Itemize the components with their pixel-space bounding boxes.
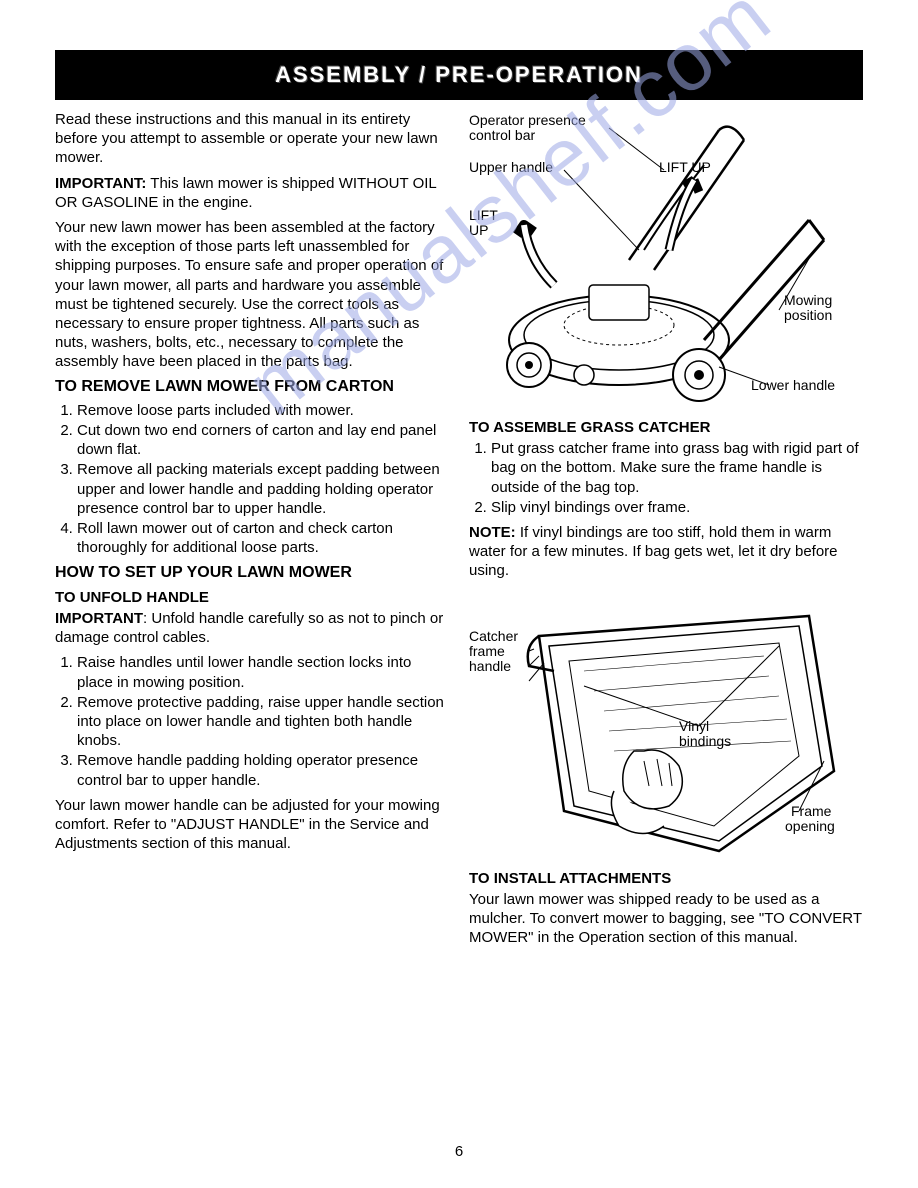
label-control-bar: control bar — [469, 127, 535, 143]
label-liftup-1: LIFT UP — [659, 159, 711, 175]
important-label: IMPORTANT: — [55, 175, 146, 192]
heading-setup: HOW TO SET UP YOUR LAWN MOWER — [55, 563, 449, 583]
list-item: Slip vinyl bindings over frame. — [491, 498, 863, 517]
note-label: NOTE: — [469, 524, 516, 541]
intro-paragraph: Read these instructions and this manual … — [55, 110, 449, 168]
important-paragraph: IMPORTANT: This lawn mower is shipped WI… — [55, 174, 449, 212]
handle-adjust-paragraph: Your lawn mower handle can be adjusted f… — [55, 796, 449, 854]
unfold-list: Raise handles until lower handle section… — [55, 653, 449, 789]
label-frame-1: Frame — [791, 803, 832, 819]
heading-unfold: TO UNFOLD HANDLE — [55, 588, 449, 607]
label-catcher-3: handle — [469, 658, 511, 674]
list-item: Roll lawn mower out of carton and check … — [77, 519, 449, 557]
catcher-diagram-svg: Catcher frame handle Vinyl bindings Fram… — [469, 591, 849, 861]
label-frame-2: opening — [785, 818, 835, 834]
list-item: Put grass catcher frame into grass bag w… — [491, 439, 863, 497]
label-liftup-2a: LIFT — [469, 207, 498, 223]
list-item: Remove protective padding, raise upper h… — [77, 693, 449, 751]
list-item: Remove loose parts included with mower. — [77, 401, 449, 420]
unfold-important: IMPORTANT: Unfold handle carefully so as… — [55, 609, 449, 647]
install-paragraph: Your lawn mower was shipped ready to be … — [469, 890, 863, 948]
right-column: Operator presence control bar Upper hand… — [469, 110, 863, 953]
heading-grass-catcher: TO ASSEMBLE GRASS CATCHER — [469, 418, 863, 437]
label-catcher-2: frame — [469, 643, 505, 659]
label-mowing-2: position — [784, 307, 832, 323]
label-vinyl-2: bindings — [679, 733, 731, 749]
heading-install: TO INSTALL ATTACHMENTS — [469, 869, 863, 888]
note-text: If vinyl bindings are too stiff, hold th… — [469, 524, 838, 579]
note-paragraph: NOTE: If vinyl bindings are too stiff, h… — [469, 523, 863, 581]
label-upper-handle: Upper handle — [469, 159, 553, 175]
left-column: Read these instructions and this manual … — [55, 110, 449, 953]
manual-page: ASSEMBLY / PRE-OPERATION Read these inst… — [0, 0, 918, 973]
assembly-paragraph: Your new lawn mower has been assembled a… — [55, 218, 449, 372]
label-liftup-2b: UP — [469, 222, 488, 238]
label-lower-handle: Lower handle — [751, 377, 835, 393]
page-number: 6 — [0, 1143, 918, 1160]
section-banner: ASSEMBLY / PRE-OPERATION — [55, 50, 863, 100]
grass-list: Put grass catcher frame into grass bag w… — [469, 439, 863, 517]
label-mowing-1: Mowing — [784, 292, 832, 308]
list-item: Raise handles until lower handle section… — [77, 653, 449, 691]
mower-diagram-svg: Operator presence control bar Upper hand… — [469, 110, 849, 410]
mower-handle-diagram: Operator presence control bar Upper hand… — [469, 110, 863, 410]
label-operator-presence: Operator presence — [469, 112, 586, 128]
list-item: Remove all packing materials except padd… — [77, 460, 449, 518]
remove-list: Remove loose parts included with mower. … — [55, 401, 449, 558]
grass-catcher-diagram: Catcher frame handle Vinyl bindings Fram… — [469, 591, 863, 861]
label-vinyl-1: Vinyl — [679, 718, 709, 734]
heading-remove-carton: TO REMOVE LAWN MOWER FROM CARTON — [55, 377, 449, 397]
unfold-important-label: IMPORTANT — [55, 610, 143, 627]
two-column-layout: Read these instructions and this manual … — [55, 110, 863, 953]
list-item: Cut down two end corners of carton and l… — [77, 421, 449, 459]
list-item: Remove handle padding holding operator p… — [77, 751, 449, 789]
label-catcher-1: Catcher — [469, 628, 518, 644]
